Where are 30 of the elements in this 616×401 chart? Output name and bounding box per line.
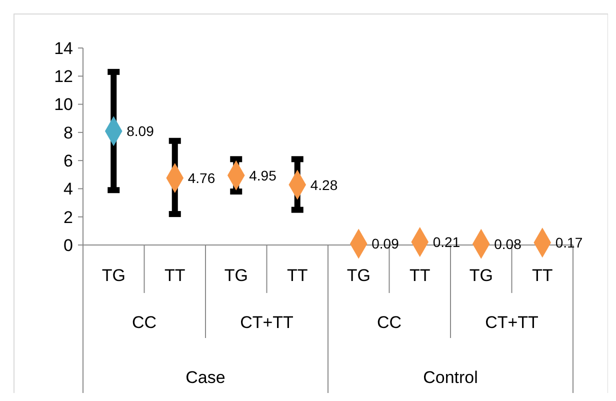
x-tick-label: TT xyxy=(164,266,186,285)
text: Case xyxy=(186,368,226,387)
data-label: 4.76 xyxy=(188,170,216,186)
data-label: 0.17 xyxy=(555,234,583,251)
data-label: 0.09 xyxy=(372,236,400,252)
y-tick-label: 0 xyxy=(64,236,73,255)
y-tick-label: 14 xyxy=(54,38,73,58)
y-tick-label: 12 xyxy=(54,67,73,86)
x-tick-label: TT xyxy=(286,266,308,285)
data-label: 8.09 xyxy=(126,123,154,140)
y-tick-label: 10 xyxy=(54,95,73,114)
data-label: 4.28 xyxy=(310,176,338,193)
data-label: 0.21 xyxy=(432,234,460,250)
y-tick-label: 6 xyxy=(64,152,73,171)
data-label: 4.95 xyxy=(249,167,277,184)
text: Control xyxy=(423,368,478,387)
data-label: 0.08 xyxy=(494,236,522,252)
text: CT+TT xyxy=(485,313,538,332)
text: CT+TT xyxy=(240,313,294,332)
y-tick-label: 4 xyxy=(64,180,73,199)
x-tick-label: TG xyxy=(102,266,126,285)
x-tick-label: TT xyxy=(532,266,553,285)
x-tick-label: TG xyxy=(224,266,248,285)
x-tick-label: TG xyxy=(346,266,370,285)
text: CC xyxy=(132,313,157,332)
text: CC xyxy=(376,313,402,332)
x-tick-label: TG xyxy=(469,266,493,285)
x-tick-label: TT xyxy=(409,266,430,285)
y-tick-label: 2 xyxy=(64,208,73,227)
y-tick-label: 8 xyxy=(64,123,73,142)
